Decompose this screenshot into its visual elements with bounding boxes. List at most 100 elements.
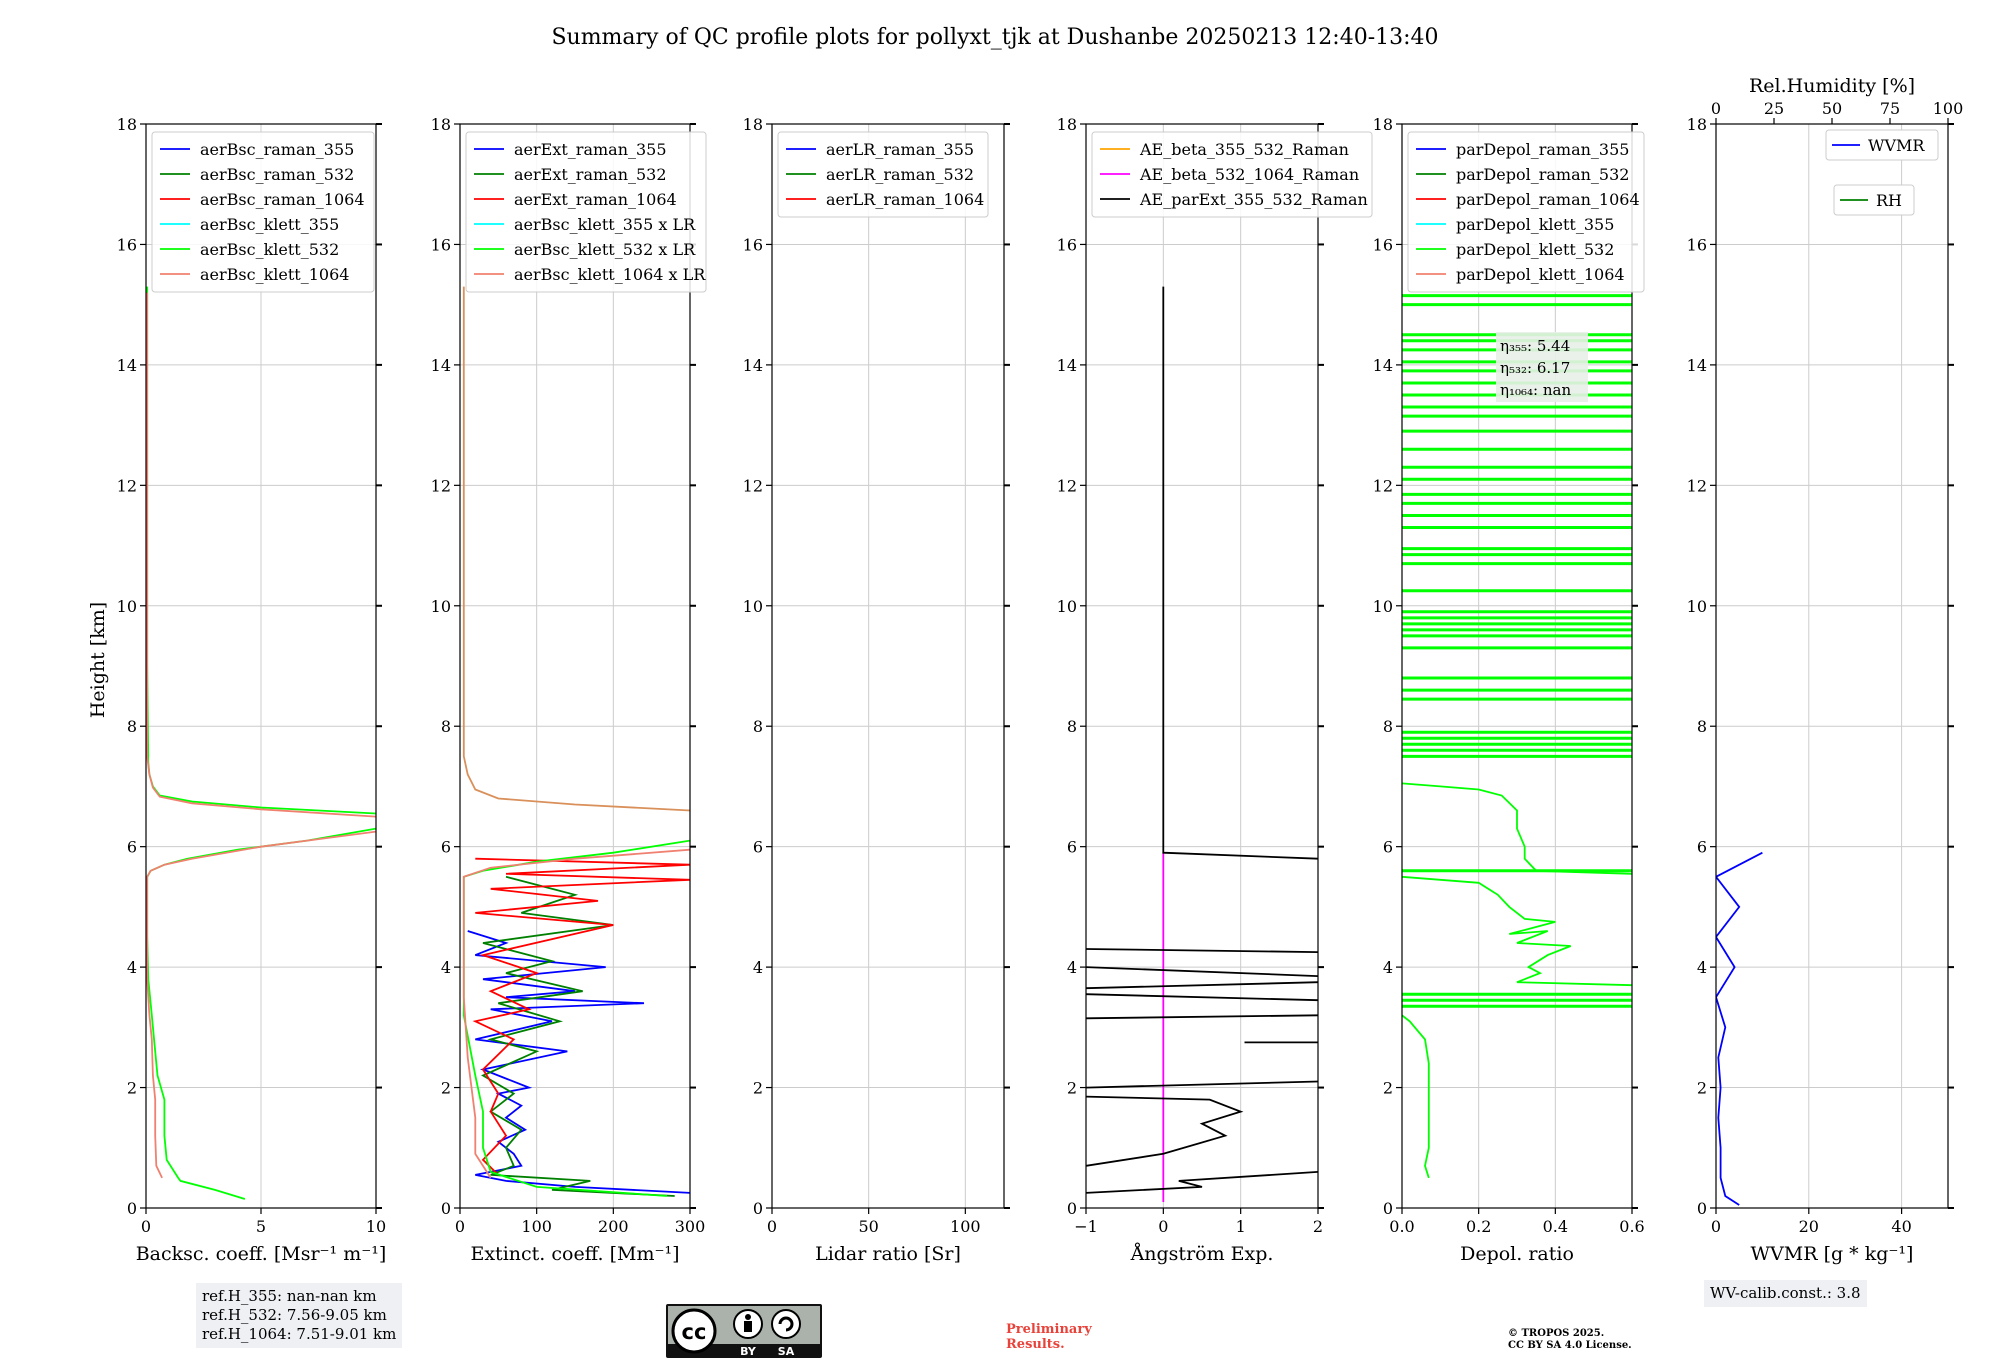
series-ext-3 [462, 839, 690, 1197]
y-tick-label-lr-7: 14 [743, 356, 763, 375]
x-tick-label-wv-0: 0 [1711, 1217, 1721, 1236]
x-tick-label-lr-0: 0 [767, 1217, 777, 1236]
x-tick-label-depol-2: 0.4 [1543, 1217, 1568, 1236]
legend-label-depol-4: parDepol_klett_532 [1456, 240, 1614, 259]
legend-label-lr-2: aerLR_raman_1064 [826, 190, 984, 209]
y-tick-label-bsc-7: 14 [117, 356, 137, 375]
legend-label-depol-5: parDepol_klett_1064 [1456, 265, 1625, 284]
series-bsc-1 [146, 830, 376, 1179]
x-tick-label-ae-2: 1 [1236, 1217, 1246, 1236]
panel-ext: 0 2 4 6 8 10 12 14 16 18 0 100 200 300 Extinct. coeff.… [431, 115, 707, 1265]
legend-box-bsc [151, 131, 375, 293]
y-tick-label-lr-1: 2 [753, 1079, 763, 1098]
ref-height-355: ref.H_355: nan-nan km [202, 1287, 377, 1305]
legend-label-bsc-2: aerBsc_raman_1064 [200, 190, 365, 209]
y-tick-label-depol-7: 14 [1373, 356, 1393, 375]
copyright-line-2: CC BY SA 4.0 License. [1508, 1340, 1632, 1351]
y-tick-label-lr-3: 6 [753, 838, 763, 857]
x-axis-label-ae: Ångström Exp. [1130, 1243, 1274, 1265]
y-tick-label-ae-8: 16 [1057, 235, 1077, 254]
y-tick-label-lr-6: 12 [743, 476, 763, 495]
y-tick-label-ext-9: 18 [431, 115, 451, 134]
legend-box-ext [465, 131, 707, 293]
series-depol-1 [1402, 875, 1632, 987]
legend-label-depol-1: parDepol_raman_532 [1456, 165, 1629, 184]
y-tick-label-wv-3: 6 [1697, 838, 1707, 857]
y-tick-label-wv-1: 2 [1697, 1079, 1707, 1098]
y-tick-label-wv-4: 8 [1697, 717, 1707, 736]
top-axis-label: Rel.Humidity [%] [1749, 75, 1915, 97]
series-ext-5 [462, 286, 690, 812]
panel-bsc: 0 2 4 6 8 10 12 14 16 18 0 5 10 Backsc. coeff. [Msr⁻¹… [117, 115, 387, 1265]
legend-label-depol-0: parDepol_raman_355 [1456, 140, 1629, 159]
y-tick-label-bsc-8: 16 [117, 235, 137, 254]
by-text: BY [740, 1345, 757, 1358]
legend-label-depol-2: parDepol_raman_1064 [1456, 190, 1640, 209]
y-tick-label-depol-3: 6 [1383, 838, 1393, 857]
x-tick-label-ext-1: 100 [521, 1217, 552, 1236]
axes-frame-ext [459, 123, 691, 1209]
series-bsc-2 [146, 286, 376, 815]
y-tick-label-depol-4: 8 [1383, 717, 1393, 736]
x-axis-label-depol: Depol. ratio [1460, 1243, 1574, 1265]
y-tick-label-ext-4: 8 [441, 717, 451, 736]
legend-label-wv-0: WVMR [1868, 136, 1925, 155]
y-tick-label-ext-1: 2 [441, 1079, 451, 1098]
y-tick-label-ext-0: 0 [441, 1199, 451, 1218]
ref-height-box: ref.H_355: nan-nan km ref.H_532: 7.56-9.… [196, 1283, 403, 1348]
series-wv-0 [1716, 851, 1763, 1206]
y-tick-label-ae-9: 18 [1057, 115, 1077, 134]
preliminary-note: Preliminary Results. [1006, 1322, 1092, 1352]
y-tick-label-ae-0: 0 [1067, 1199, 1077, 1218]
y-tick-label-ae-4: 8 [1067, 717, 1077, 736]
series-bsc-0 [146, 827, 376, 1200]
y-tick-label-depol-5: 10 [1373, 597, 1393, 616]
legend-label-ext-5: aerBsc_klett_1064 x LR [514, 265, 706, 284]
wv-calib-text: WV-calib.const.: 3.8 [1710, 1284, 1861, 1302]
preliminary-line-1: Preliminary [1006, 1322, 1092, 1337]
x-axis-label-lr: Lidar ratio [Sr] [815, 1243, 961, 1265]
x-tick-label-bsc-2: 10 [366, 1217, 386, 1236]
by-icon-body [744, 1321, 752, 1332]
x-tick-label-ae-3: 2 [1313, 1217, 1323, 1236]
x-axis-label-ext: Extinct. coeff. [Mm⁻¹] [470, 1243, 679, 1265]
y-tick-label-bsc-3: 6 [127, 838, 137, 857]
axes-frame-ae [1085, 123, 1319, 1209]
x-tick-label-ext-0: 0 [455, 1217, 465, 1236]
legend-label-lr-0: aerLR_raman_355 [826, 140, 974, 159]
x-tick-label-wv-1: 20 [1799, 1217, 1819, 1236]
series-ae-4 [1086, 1080, 1318, 1089]
y-tick-label-wv-8: 16 [1687, 235, 1707, 254]
y-tick-label-lr-5: 10 [743, 597, 763, 616]
by-icon-head [745, 1314, 751, 1320]
y-tick-label-ae-1: 2 [1067, 1079, 1077, 1098]
axes-frame-wv [1715, 123, 1949, 1209]
y-tick-label-wv-2: 4 [1697, 958, 1707, 977]
legend-label-bsc-3: aerBsc_klett_355 [200, 215, 339, 234]
y-tick-label-ext-5: 10 [431, 597, 451, 616]
y-tick-label-ext-3: 6 [441, 838, 451, 857]
legend-label-lr-1: aerLR_raman_532 [826, 165, 974, 184]
x-tick-label-ae-1: 0 [1158, 1217, 1168, 1236]
legend-box-ae [1091, 131, 1373, 218]
legend-label-ext-2: aerExt_raman_1064 [514, 190, 677, 209]
legend-box-wv-1 [1833, 184, 1915, 216]
y-tick-label-wv-7: 14 [1687, 356, 1707, 375]
y-tick-label-bsc-2: 4 [127, 958, 137, 977]
sa-icon-arc [778, 1316, 794, 1332]
sa-icon [771, 1309, 801, 1339]
wv-calib-box: WV-calib.const.: 3.8 [1704, 1280, 1867, 1307]
top-tick-label-2: 50 [1822, 99, 1842, 118]
series-ext-0 [467, 930, 690, 1194]
cc-text: cc [682, 1320, 707, 1344]
y-tick-label-lr-2: 4 [753, 958, 763, 977]
y-tick-label-depol-8: 16 [1373, 235, 1393, 254]
x-axis-label-bsc: Backsc. coeff. [Msr⁻¹ m⁻¹] [136, 1243, 387, 1265]
legend-label-ext-1: aerExt_raman_532 [514, 165, 667, 184]
y-tick-label-bsc-4: 8 [127, 717, 137, 736]
panel-depol: 0 2 4 6 8 10 12 14 16 18 0.0 0.2 0.4 0.6 Depol. ratio p… [1373, 115, 1645, 1265]
series-depol-2 [1402, 782, 1632, 875]
